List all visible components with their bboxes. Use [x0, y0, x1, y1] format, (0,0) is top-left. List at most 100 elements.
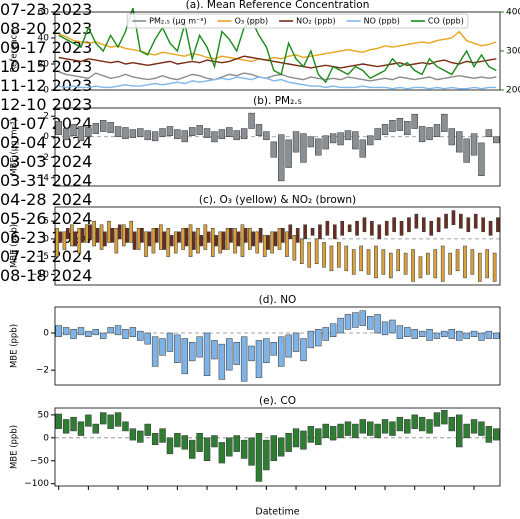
plot-frame — [54, 206, 501, 286]
range-bar — [129, 428, 137, 441]
range-bar — [258, 228, 263, 243]
range-bar — [173, 231, 178, 254]
range-bar — [55, 121, 62, 135]
range-bar — [459, 213, 463, 229]
legend-label: PM₂.₅ (μg m⁻³) — [149, 17, 206, 26]
range-bar — [300, 430, 307, 450]
range-bar — [455, 249, 460, 272]
range-bar — [177, 231, 181, 243]
y-axis-label: MBE (μg m⁻³) — [10, 118, 20, 176]
range-bar — [292, 235, 297, 261]
range-bar — [140, 228, 144, 243]
range-bar — [444, 213, 448, 229]
y-tick-label: 0 — [43, 132, 49, 142]
range-bar — [277, 228, 282, 250]
panel-title: (c). O₃ (yellow) & NO₂ (brown) — [199, 194, 356, 206]
range-bar — [233, 228, 237, 254]
range-bar — [295, 228, 300, 243]
x-tick-label: 12-10 2023 — [0, 95, 93, 114]
range-bar — [352, 131, 359, 150]
range-bar — [448, 329, 456, 339]
range-bar — [436, 217, 441, 233]
range-bar — [340, 220, 345, 236]
range-bar — [85, 330, 92, 337]
range-bar — [448, 128, 456, 146]
range-bar — [477, 252, 482, 282]
y2-tick-label: 400 — [506, 8, 520, 18]
range-bar — [196, 432, 203, 452]
range-bar — [151, 432, 159, 445]
x-tick-label: 10-15 2023 — [0, 57, 93, 76]
range-bar — [181, 338, 189, 375]
range-bar — [418, 416, 426, 432]
range-bar — [77, 327, 85, 336]
range-bar — [292, 428, 300, 448]
range-bar — [285, 432, 292, 452]
range-bar — [421, 217, 426, 233]
range-bar — [181, 228, 185, 250]
y-tick-label: −2 — [36, 153, 49, 163]
range-bar — [55, 413, 62, 429]
range-bar — [62, 128, 70, 141]
x-tick-label: 03-03 2024 — [0, 152, 93, 171]
range-bar — [325, 220, 330, 236]
range-bar — [337, 317, 344, 334]
range-bar — [366, 249, 371, 275]
y-tick-label: 0 — [43, 86, 49, 96]
panel-title: (b). PM₂.₅ — [253, 95, 302, 107]
data-line — [58, 71, 497, 82]
range-bar — [463, 332, 470, 339]
range-bar — [370, 220, 374, 236]
range-bar — [266, 235, 270, 250]
range-bar — [107, 220, 111, 243]
range-bar — [174, 129, 181, 140]
range-bar — [132, 231, 137, 250]
range-bar — [107, 122, 114, 133]
range-bar — [418, 330, 426, 337]
range-bar — [463, 138, 470, 163]
range-bar — [433, 249, 438, 279]
range-bar — [137, 330, 144, 341]
y-axis-label: MBE (ppb) — [10, 224, 20, 268]
range-bar — [174, 334, 181, 363]
range-bar — [404, 327, 411, 337]
range-bar — [77, 228, 82, 254]
range-bar — [411, 329, 418, 339]
data-line — [58, 55, 497, 69]
range-bar — [322, 423, 329, 439]
range-bar — [240, 439, 248, 459]
range-bar — [55, 228, 59, 257]
range-bar — [263, 131, 270, 141]
range-bar — [381, 321, 389, 336]
range-bar — [203, 437, 211, 462]
range-bar — [322, 242, 326, 268]
range-bar — [255, 340, 263, 378]
y-tick-label: 60 — [38, 8, 50, 18]
range-bar — [248, 112, 255, 129]
range-bar — [199, 235, 204, 247]
range-bar — [144, 130, 151, 141]
range-bar — [203, 332, 211, 376]
range-bar — [114, 126, 122, 137]
legend-label: NO₂ (ppb) — [296, 17, 336, 26]
range-bar — [485, 330, 493, 339]
range-bar — [218, 231, 223, 254]
plot-frame — [54, 306, 501, 386]
range-bar — [99, 120, 107, 132]
range-bar — [196, 125, 203, 135]
range-bar — [65, 228, 70, 240]
range-bar — [70, 329, 77, 339]
range-bar — [448, 252, 452, 275]
range-bar — [255, 124, 263, 136]
range-bar — [351, 249, 356, 275]
y-tick-label: 40 — [38, 34, 50, 44]
y-tick-label: −10 — [30, 270, 49, 280]
range-bar — [362, 217, 367, 233]
range-bar — [359, 245, 363, 272]
range-bar — [62, 327, 70, 336]
range-bar — [62, 419, 70, 434]
range-bar — [88, 224, 92, 240]
range-bar — [418, 256, 423, 279]
range-bar — [77, 126, 85, 142]
